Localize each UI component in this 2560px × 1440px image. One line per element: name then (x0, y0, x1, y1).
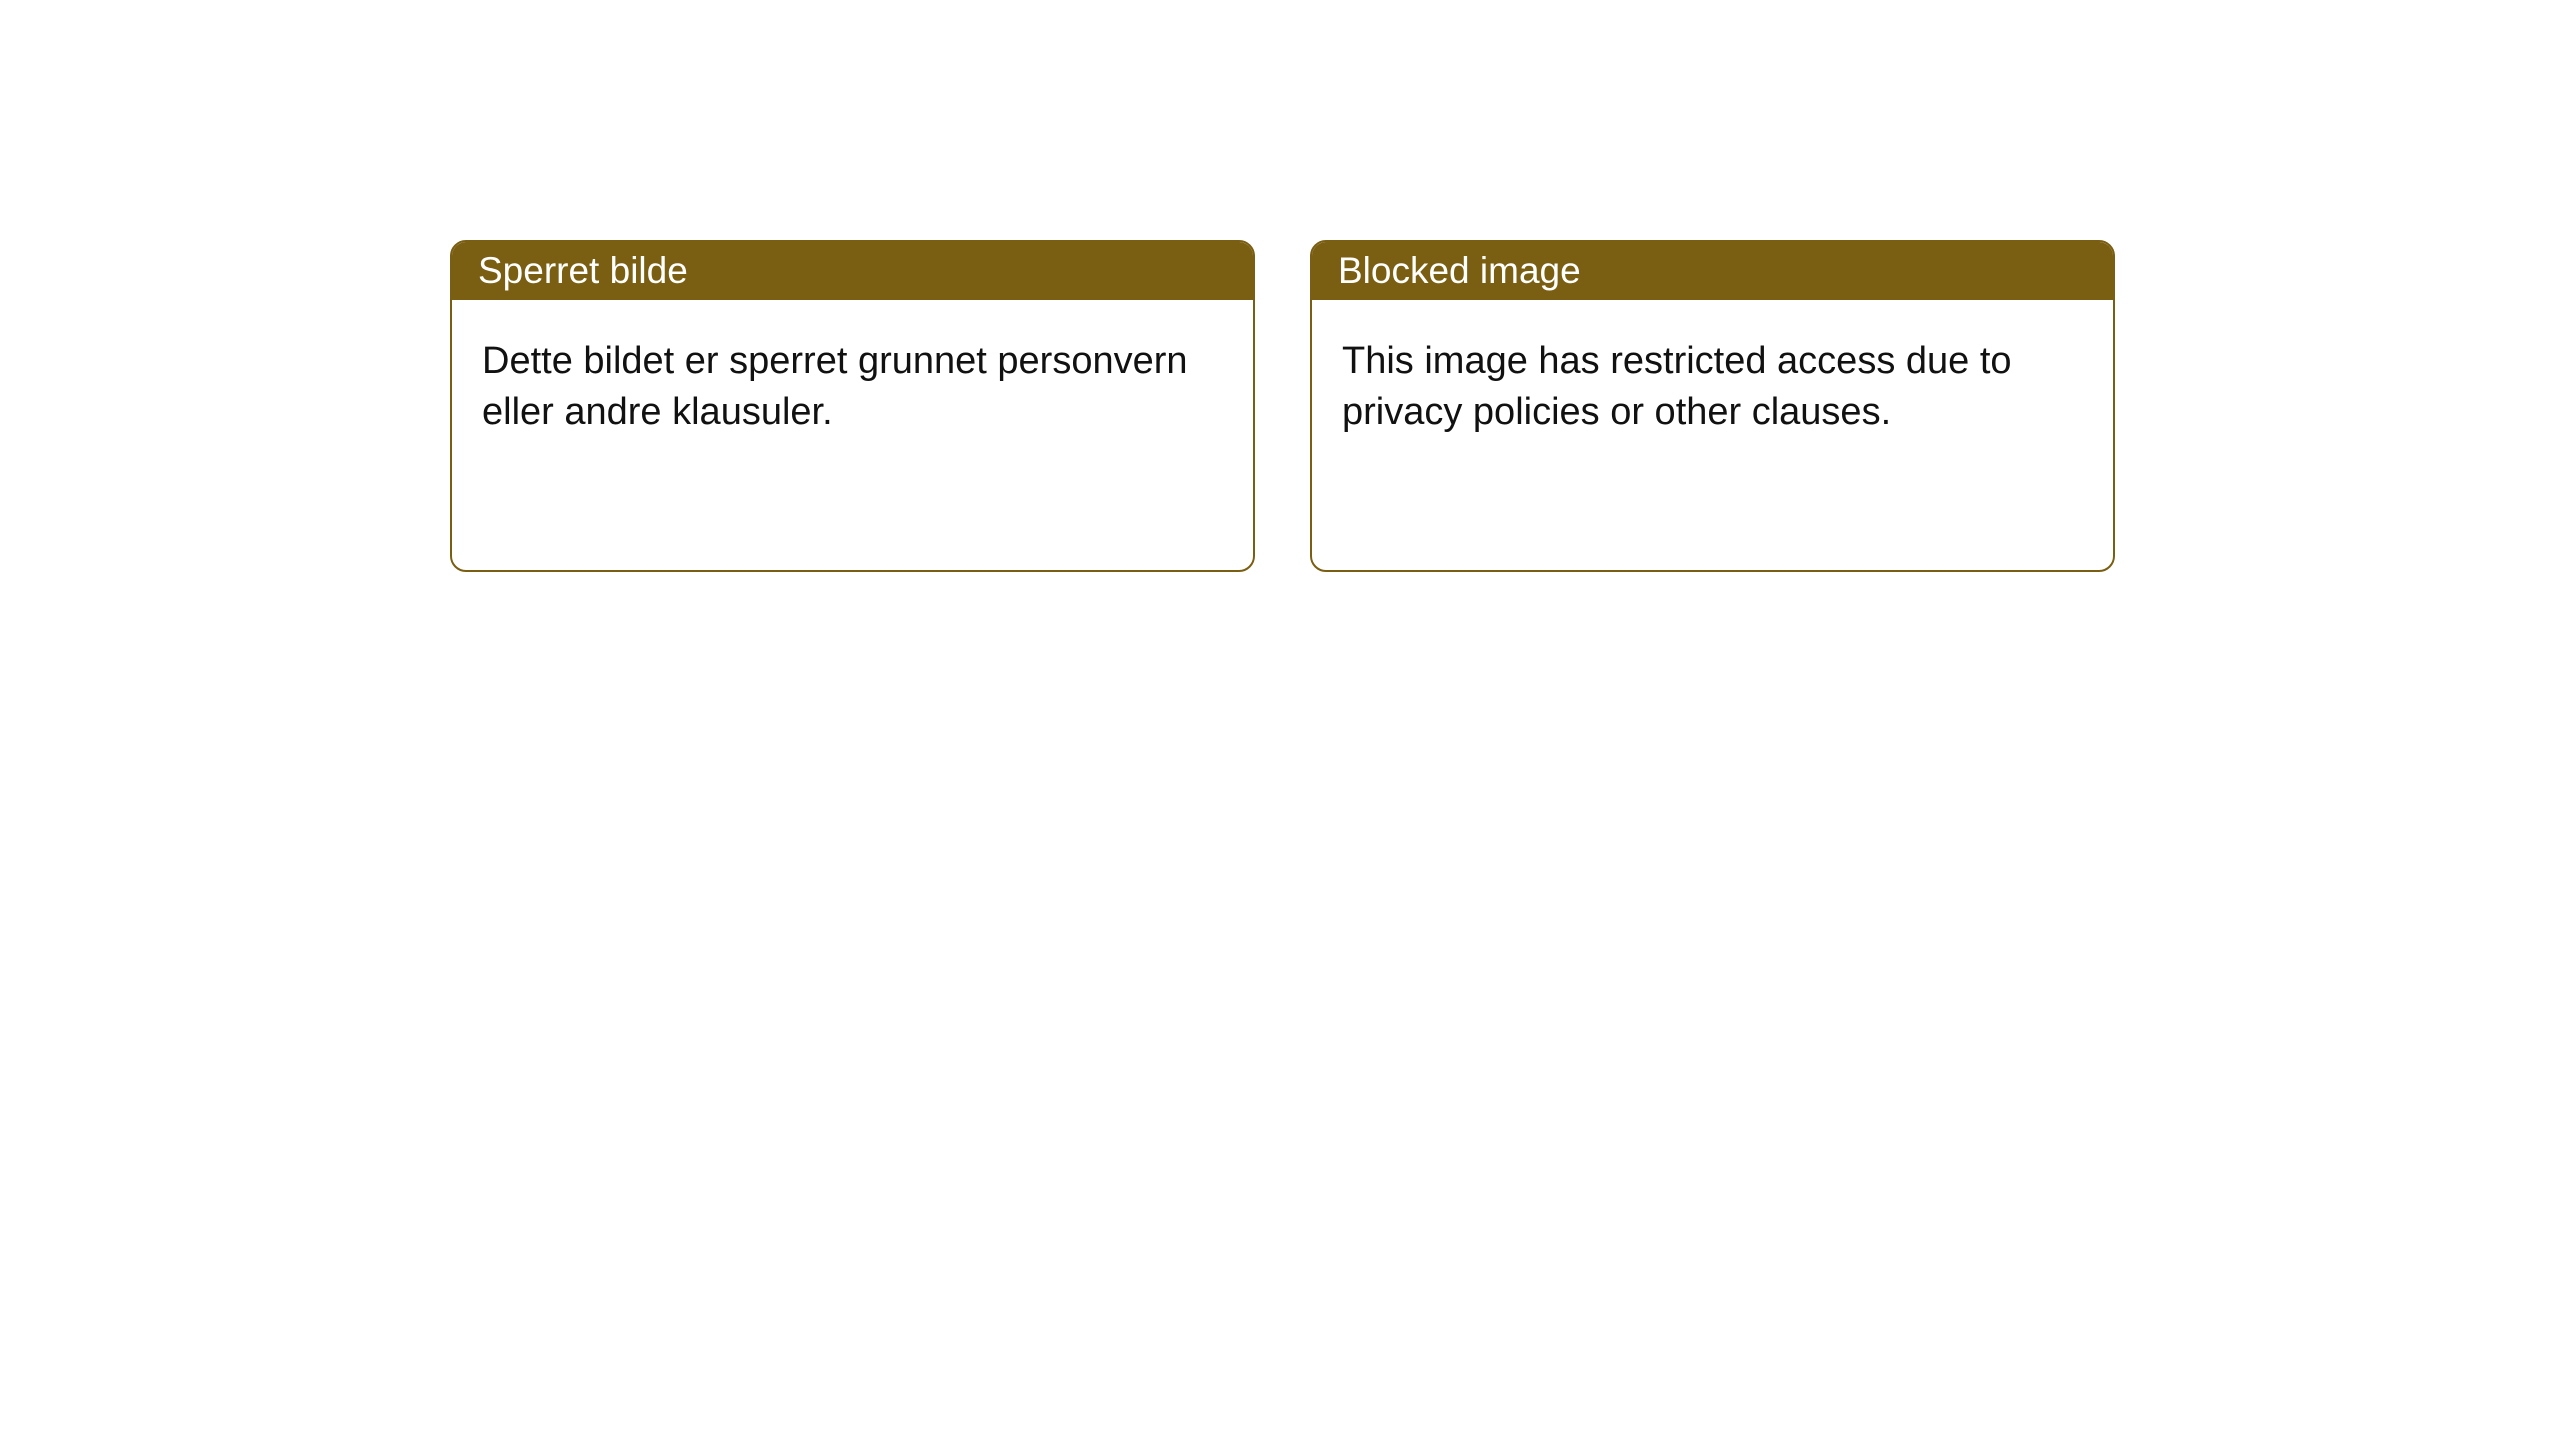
notice-card-norwegian: Sperret bilde Dette bildet er sperret gr… (450, 240, 1255, 572)
notice-body: This image has restricted access due to … (1312, 300, 2113, 570)
notice-container: Sperret bilde Dette bildet er sperret gr… (0, 0, 2560, 572)
notice-header: Sperret bilde (452, 242, 1253, 300)
notice-body: Dette bildet er sperret grunnet personve… (452, 300, 1253, 570)
notice-card-english: Blocked image This image has restricted … (1310, 240, 2115, 572)
notice-header: Blocked image (1312, 242, 2113, 300)
